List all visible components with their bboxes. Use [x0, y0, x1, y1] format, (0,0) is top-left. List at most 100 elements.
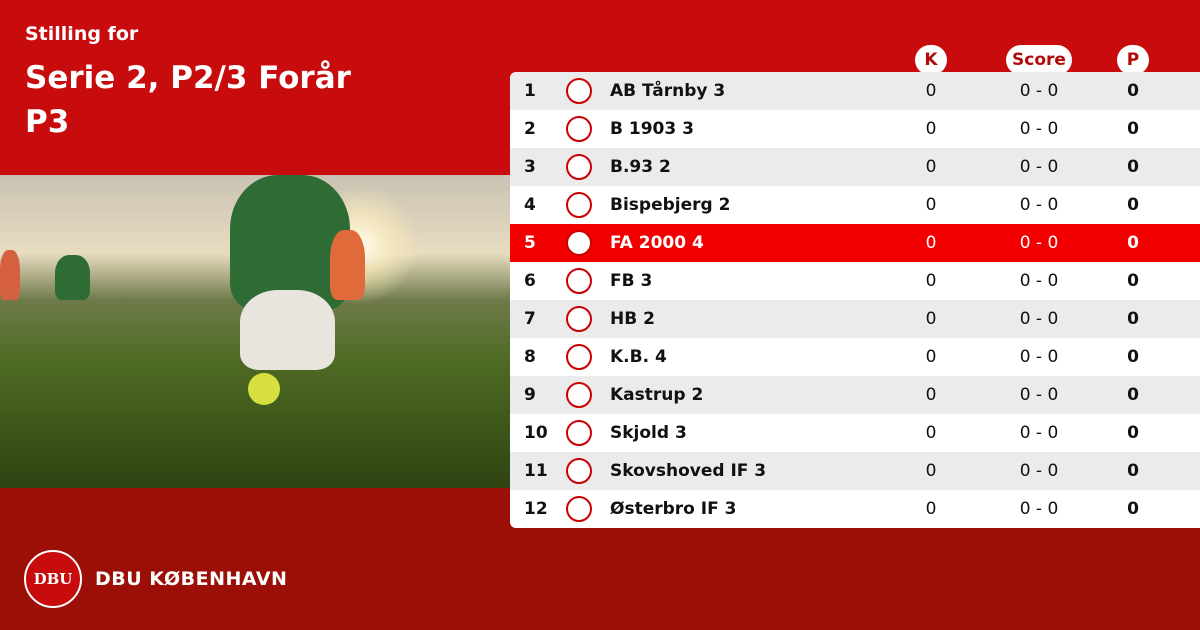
position: 3 [524, 157, 536, 177]
team-logo-icon [566, 154, 592, 180]
score: 0 - 0 [1019, 385, 1059, 405]
title-line-1: Serie 2, P2/3 Forår [25, 60, 351, 96]
team-name: Kastrup 2 [610, 385, 704, 405]
score: 0 - 0 [1019, 233, 1059, 253]
position: 5 [524, 233, 536, 253]
score: 0 - 0 [1019, 195, 1059, 215]
matches: 0 [925, 195, 937, 215]
position: 12 [524, 499, 548, 519]
column-header-k[interactable]: K [915, 45, 947, 75]
matches: 0 [925, 119, 937, 139]
position: 8 [524, 347, 536, 367]
team-name: Skovshoved IF 3 [610, 461, 767, 481]
team-logo-icon [566, 192, 592, 218]
table-row[interactable]: 11 Skovshoved IF 3 0 0 - 0 0 [510, 452, 1200, 490]
team-logo-icon [566, 116, 592, 142]
score: 0 - 0 [1019, 309, 1059, 329]
matches: 0 [925, 157, 937, 177]
points: 0 [1127, 81, 1139, 101]
team-name: FA 2000 4 [610, 233, 704, 253]
standings-table: 1 AB Tårnby 3 0 0 - 0 0 2 B 1903 3 0 0 - 0 0 3 B.93… [510, 72, 1200, 528]
team-logo-icon [566, 458, 592, 484]
team-logo-icon [566, 496, 592, 522]
dbu-logo: DBU [24, 550, 82, 608]
points: 0 [1127, 347, 1139, 367]
team-name: Bispebjerg 2 [610, 195, 731, 215]
team-logo-icon [566, 420, 592, 446]
team-name: Skjold 3 [610, 423, 687, 443]
brand-name: DBU KØBENHAVN [95, 568, 288, 590]
points: 0 [1127, 499, 1139, 519]
table-row[interactable]: 7 HB 2 0 0 - 0 0 [510, 300, 1200, 338]
team-name: Østerbro IF 3 [610, 499, 737, 519]
team-name: B.93 2 [610, 157, 671, 177]
team-logo-icon [566, 78, 592, 104]
table-row[interactable]: 2 B 1903 3 0 0 - 0 0 [510, 110, 1200, 148]
points: 0 [1127, 385, 1139, 405]
score: 0 - 0 [1019, 499, 1059, 519]
team-name: AB Tårnby 3 [610, 81, 726, 101]
points: 0 [1127, 461, 1139, 481]
table-row[interactable]: 8 K.B. 4 0 0 - 0 0 [510, 338, 1200, 376]
football-photo [0, 175, 510, 488]
matches: 0 [925, 423, 937, 443]
matches: 0 [925, 385, 937, 405]
team-logo-icon [566, 230, 592, 256]
page-title: Serie 2, P2/3 Forår P3 [25, 56, 445, 144]
table-row[interactable]: 4 Bispebjerg 2 0 0 - 0 0 [510, 186, 1200, 224]
score: 0 - 0 [1019, 423, 1059, 443]
score: 0 - 0 [1019, 119, 1059, 139]
table-row[interactable]: 12 Østerbro IF 3 0 0 - 0 0 [510, 490, 1200, 528]
points: 0 [1127, 157, 1139, 177]
position: 7 [524, 309, 536, 329]
position: 9 [524, 385, 536, 405]
table-row[interactable]: 6 FB 3 0 0 - 0 0 [510, 262, 1200, 300]
player [0, 250, 20, 300]
column-header-score[interactable]: Score [1006, 45, 1072, 75]
position: 10 [524, 423, 548, 443]
table-row[interactable]: 5 FA 2000 4 0 0 - 0 0 [510, 224, 1200, 262]
matches: 0 [925, 233, 937, 253]
team-name: HB 2 [610, 309, 655, 329]
team-name: FB 3 [610, 271, 653, 291]
points: 0 [1127, 233, 1139, 253]
ball [248, 373, 280, 405]
score: 0 - 0 [1019, 347, 1059, 367]
table-row[interactable]: 10 Skjold 3 0 0 - 0 0 [510, 414, 1200, 452]
points: 0 [1127, 119, 1139, 139]
matches: 0 [925, 499, 937, 519]
table-row[interactable]: 9 Kastrup 2 0 0 - 0 0 [510, 376, 1200, 414]
table-row[interactable]: 1 AB Tårnby 3 0 0 - 0 0 [510, 72, 1200, 110]
subtitle: Stilling for [25, 23, 139, 45]
position: 6 [524, 271, 536, 291]
points: 0 [1127, 423, 1139, 443]
points: 0 [1127, 309, 1139, 329]
matches: 0 [925, 81, 937, 101]
matches: 0 [925, 347, 937, 367]
points: 0 [1127, 271, 1139, 291]
title-line-2: P3 [25, 104, 70, 140]
player [330, 230, 365, 300]
team-logo-icon [566, 268, 592, 294]
points: 0 [1127, 195, 1139, 215]
matches: 0 [925, 271, 937, 291]
column-header-p[interactable]: P [1117, 45, 1149, 75]
position: 11 [524, 461, 548, 481]
position: 2 [524, 119, 536, 139]
team-name: B 1903 3 [610, 119, 694, 139]
score: 0 - 0 [1019, 271, 1059, 291]
table-row[interactable]: 3 B.93 2 0 0 - 0 0 [510, 148, 1200, 186]
player [55, 255, 90, 300]
player-shorts [240, 290, 335, 370]
matches: 0 [925, 309, 937, 329]
score: 0 - 0 [1019, 81, 1059, 101]
score: 0 - 0 [1019, 461, 1059, 481]
score: 0 - 0 [1019, 157, 1059, 177]
matches: 0 [925, 461, 937, 481]
position: 1 [524, 81, 536, 101]
team-name: K.B. 4 [610, 347, 667, 367]
team-logo-icon [566, 344, 592, 370]
team-logo-icon [566, 382, 592, 408]
position: 4 [524, 195, 536, 215]
team-logo-icon [566, 306, 592, 332]
